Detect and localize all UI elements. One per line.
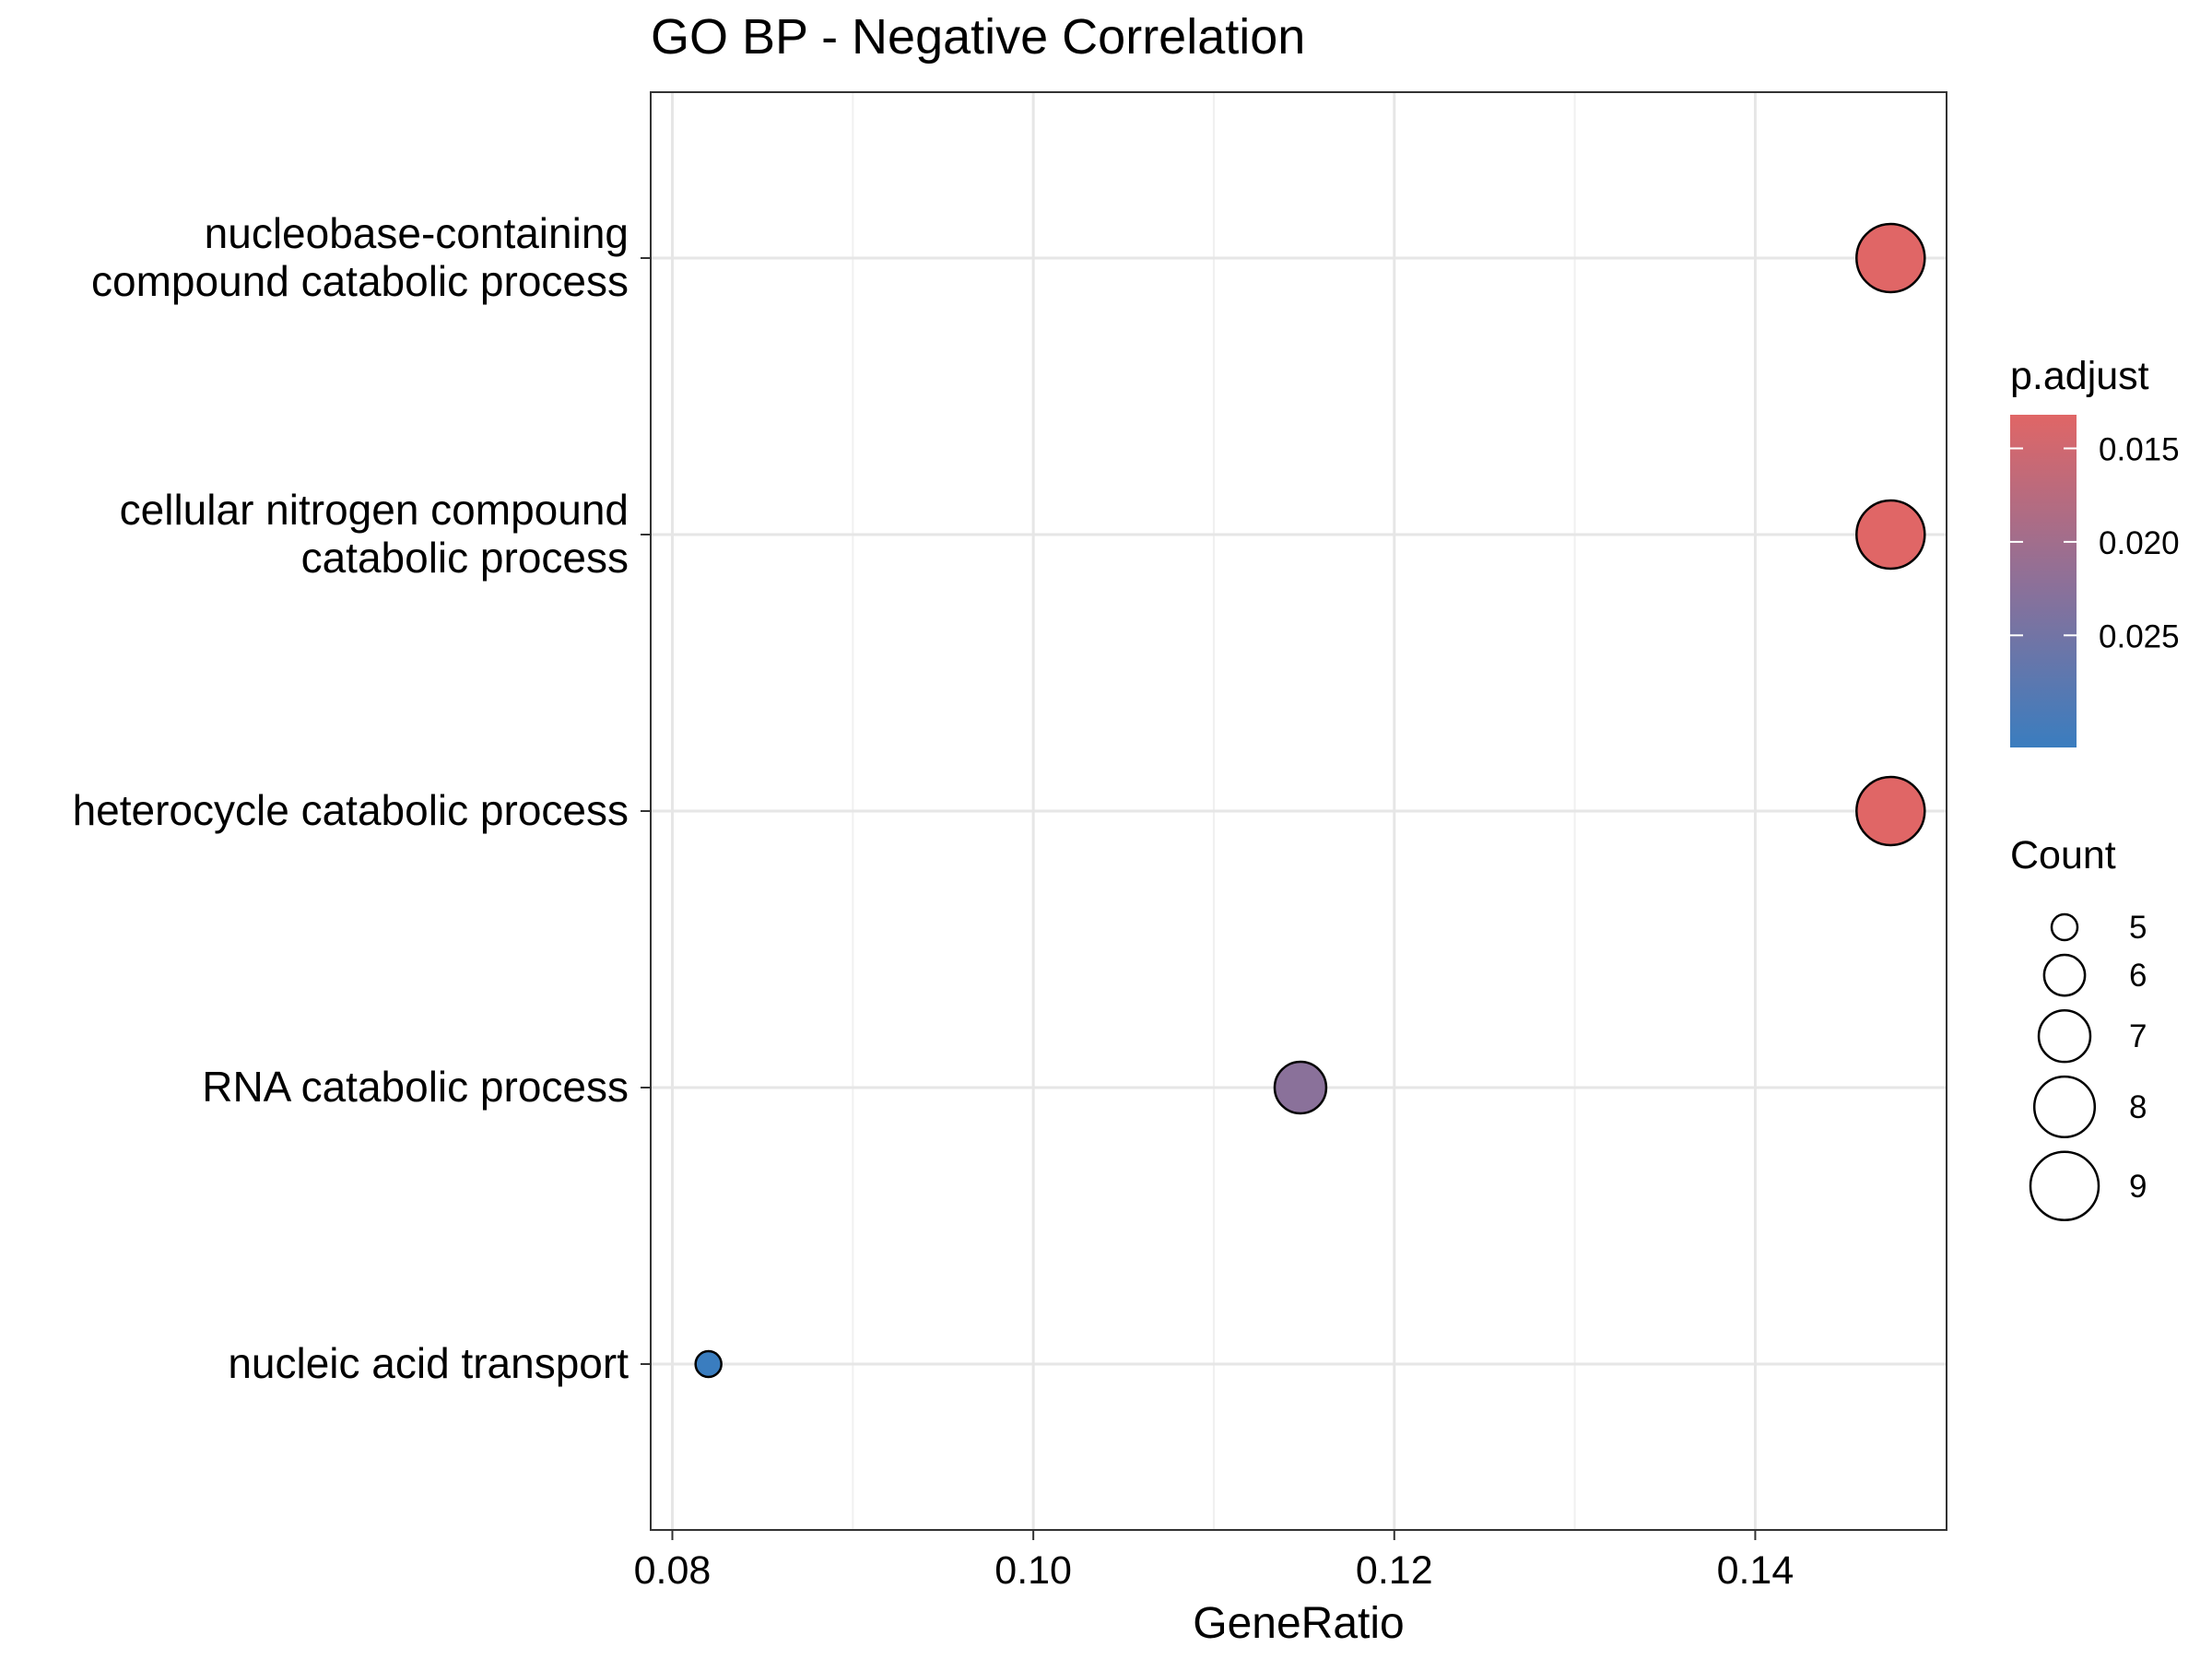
major-gridlines [651, 92, 1947, 1530]
colorbar-tick-label: 0.020 [2099, 525, 2180, 561]
size-key-label: 5 [2129, 910, 2147, 946]
size-key-circle [2037, 1008, 2092, 1064]
colorbar-tick-label: 0.015 [2099, 432, 2180, 468]
colorbar [2010, 415, 2077, 747]
size-key-label: 7 [2129, 1018, 2147, 1054]
size-key-circle [2050, 912, 2079, 942]
size-key-circle [2029, 1150, 2100, 1222]
size-key-label: 8 [2129, 1089, 2147, 1125]
x-tick-label: 0.12 [1356, 1548, 1433, 1593]
colorbar-ticks: 0.015 0.020 0.025 [2010, 432, 2180, 654]
y-tick-label: cellular nitrogen compound [120, 486, 629, 534]
colorbar-tick-label: 0.025 [2099, 618, 2180, 654]
size-legend: Count 5 6 7 8 9 [2010, 833, 2147, 1222]
y-tick-label: compound catabolic process [91, 257, 629, 305]
y-tick-label: nucleic acid transport [228, 1339, 629, 1387]
size-legend-keys: 5 6 7 8 9 [2029, 910, 2147, 1222]
size-key-circle [2042, 953, 2087, 997]
size-legend-title: Count [2010, 833, 2116, 877]
x-tick-label: 0.08 [634, 1548, 712, 1593]
y-tick-label: nucleobase-containing [205, 209, 629, 257]
data-point [1855, 775, 1926, 847]
x-tick-label: 0.10 [994, 1548, 1072, 1593]
x-axis: 0.08 0.10 0.12 0.14 [634, 1530, 1794, 1593]
size-key-circle [2032, 1075, 2097, 1139]
x-axis-title: GeneRatio [1193, 1599, 1404, 1648]
color-legend: p.adjust 0.015 0.020 0.025 [2010, 354, 2180, 747]
data-point [1273, 1060, 1328, 1115]
size-key-label: 6 [2129, 958, 2147, 994]
y-tick-label: RNA catabolic process [202, 1063, 629, 1111]
data-point [1855, 222, 1926, 294]
data-point [694, 1349, 723, 1379]
y-tick-label: heterocycle catabolic process [73, 786, 629, 834]
y-tick-label: catabolic process [301, 534, 629, 582]
data-points [694, 222, 1926, 1379]
color-legend-title: p.adjust [2010, 354, 2149, 398]
data-point [1855, 499, 1926, 571]
size-key-label: 9 [2129, 1169, 2147, 1205]
chart-title: GO BP - Negative Correlation [651, 9, 1305, 65]
x-tick-label: 0.14 [1717, 1548, 1794, 1593]
